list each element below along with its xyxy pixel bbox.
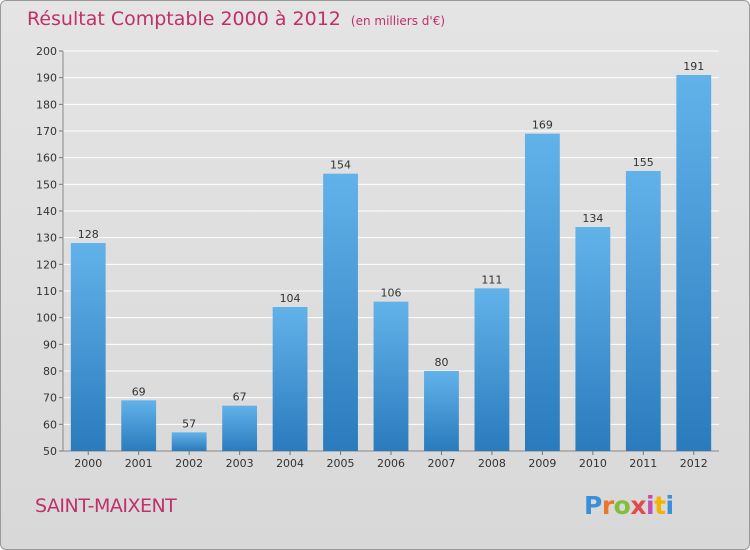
data-label-2006: 106 — [381, 287, 402, 300]
y-tick-label: 150 — [36, 178, 57, 191]
bar-2009 — [524, 133, 560, 451]
chart-subtitle: (en milliers d'€) — [350, 14, 446, 28]
data-labels: 128 69 57 67 104 154 106 80 111 169 134 155 191 — [78, 60, 705, 430]
y-tick-label: 160 — [36, 152, 57, 165]
data-label-2012: 191 — [683, 60, 704, 73]
bars — [70, 75, 712, 451]
bar-2008 — [474, 288, 510, 451]
x-tick-label-2001: 2001 — [125, 457, 153, 470]
x-tick-label-2008: 2008 — [478, 457, 506, 470]
x-tick-label-2012: 2012 — [680, 457, 708, 470]
y-tick-label: 70 — [43, 392, 57, 405]
x-tick-label-2002: 2002 — [175, 457, 203, 470]
data-label-2001: 69 — [132, 385, 146, 398]
x-tick-label-2010: 2010 — [579, 457, 607, 470]
data-label-2008: 111 — [481, 273, 502, 286]
bar-2011 — [625, 171, 661, 451]
y-tick-label: 50 — [43, 445, 57, 458]
bar-2012 — [676, 75, 712, 451]
x-tick-label-2007: 2007 — [427, 457, 455, 470]
x-tick-label-2004: 2004 — [276, 457, 304, 470]
y-tick-label: 100 — [36, 312, 57, 325]
data-label-2007: 80 — [434, 356, 448, 369]
x-tick-label-2011: 2011 — [629, 457, 657, 470]
y-tick-label: 190 — [36, 72, 57, 85]
x-tick-label-2003: 2003 — [226, 457, 254, 470]
y-tick-label: 120 — [36, 258, 57, 271]
data-label-2010: 134 — [582, 212, 603, 225]
x-tick-label-2005: 2005 — [327, 457, 355, 470]
data-label-2003: 67 — [233, 391, 247, 404]
data-label-2002: 57 — [182, 417, 196, 430]
y-tick-label: 170 — [36, 125, 57, 138]
chart-title: Résultat Comptable 2000 à 2012 — [27, 8, 341, 30]
bar-2010 — [575, 227, 611, 451]
data-label-2011: 155 — [633, 156, 654, 169]
bar-2001 — [121, 400, 157, 451]
bar-2002 — [171, 432, 207, 451]
y-tick-label: 110 — [36, 285, 57, 298]
data-label-2009: 169 — [532, 119, 553, 132]
proxiti-logo: Proxiti — [584, 491, 674, 520]
data-label-2005: 154 — [330, 159, 351, 172]
bar-2000 — [70, 243, 106, 451]
y-tick-label: 60 — [43, 418, 57, 431]
y-tick-label: 140 — [36, 205, 57, 218]
bar-2007 — [424, 371, 459, 451]
bar-2003 — [222, 405, 258, 451]
x-tick-label-2009: 2009 — [528, 457, 556, 470]
x-axis: 2000 2001 2002 2003 2004 2005 2006 2007 2008 2009… — [74, 451, 708, 470]
data-label-2000: 128 — [78, 228, 99, 241]
x-tick-label-2006: 2006 — [377, 457, 405, 470]
title-row: Résultat Comptable 2000 à 2012 (en millie… — [27, 8, 445, 30]
y-tick-label: 200 — [36, 45, 57, 58]
y-tick-label: 90 — [43, 338, 57, 351]
y-tick-label: 180 — [36, 98, 57, 111]
y-tick-label: 130 — [36, 232, 57, 245]
y-tick-label: 80 — [43, 365, 57, 378]
bar-2005 — [323, 173, 358, 451]
bar-2006 — [373, 301, 409, 451]
bar-2004 — [272, 307, 308, 451]
municipality-name: SAINT-MAIXENT — [35, 495, 177, 517]
data-label-2004: 104 — [280, 292, 301, 305]
x-tick-label-2000: 2000 — [74, 457, 102, 470]
